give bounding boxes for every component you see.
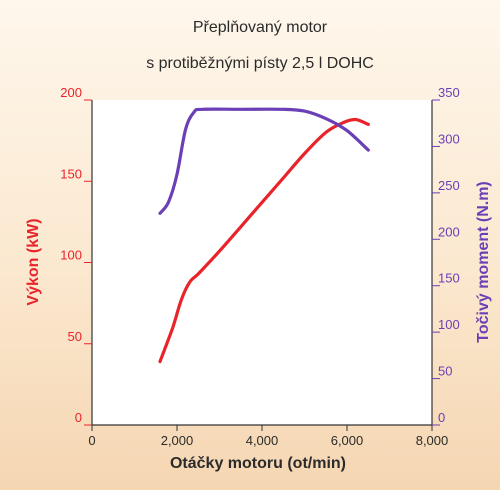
plot-area xyxy=(92,100,432,425)
ticks-group: 0 50 100 150 200 0 50 100 150 200 250 300 350 0 2,000 4… xyxy=(60,85,459,448)
right-tick-label: 200 xyxy=(438,224,460,239)
left-tick-label: 150 xyxy=(60,166,82,181)
x-tick-label: 2,000 xyxy=(161,433,194,448)
right-tick-label: 300 xyxy=(438,131,460,146)
right-tick-label: 150 xyxy=(438,271,460,286)
chart-title: Přeplňovaný motor xyxy=(193,19,328,36)
x-axis-label: Otáčky motoru (ot/min) xyxy=(170,455,346,472)
right-tick-label: 50 xyxy=(438,364,452,379)
left-y-axis-label: Výkon (kW) xyxy=(25,218,42,305)
series-group xyxy=(158,107,370,364)
axes-group xyxy=(91,100,433,426)
power-curve xyxy=(158,117,370,364)
right-tick-label: 350 xyxy=(438,85,460,100)
left-tick-label: 0 xyxy=(75,410,82,425)
x-tick-label: 8,000 xyxy=(416,433,449,448)
left-tick-label: 100 xyxy=(60,248,82,263)
right-tick-label: 250 xyxy=(438,178,460,193)
left-tick-label: 50 xyxy=(68,329,82,344)
x-tick-label: 0 xyxy=(88,433,95,448)
chart-subtitle: s protiběžnými písty 2,5 l DOHC xyxy=(146,55,374,72)
right-y-axis-label: Točivý moment (N.m) xyxy=(475,181,492,343)
right-tick-label: 100 xyxy=(438,317,460,332)
x-tick-label: 6,000 xyxy=(331,433,364,448)
x-tick-label: 4,000 xyxy=(246,433,279,448)
torque-curve xyxy=(158,107,370,215)
left-tick-label: 200 xyxy=(60,85,82,100)
right-tick-label: 0 xyxy=(438,410,445,425)
